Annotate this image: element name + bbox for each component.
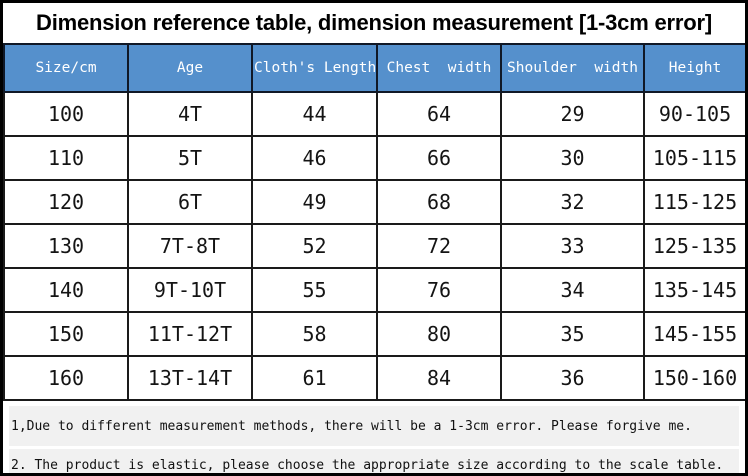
table-cell: 44 [251,91,378,137]
table-cell: 55 [251,267,378,313]
table-cell: 33 [500,223,645,269]
table-row: 110 5T 46 66 30 105-115 [3,135,745,181]
table-cell: 80 [376,311,502,357]
table-cell: 46 [251,135,378,181]
table-cell: 11T-12T [127,311,253,357]
table-cell: 68 [376,179,502,225]
table-cell: 76 [376,267,502,313]
table-cell: 52 [251,223,378,269]
table-cell: 110 [3,135,129,181]
table-row: 150 11T-12T 58 80 35 145-155 [3,311,745,357]
table-cell: 35 [500,311,645,357]
table-cell: 90-105 [643,91,745,137]
table-cell: 66 [376,135,502,181]
table-cell: 145-155 [643,311,745,357]
header-cell-cloth-length: Cloth's Length [251,43,378,93]
table-cell: 7T-8T [127,223,253,269]
table-cell: 115-125 [643,179,745,225]
table-cell: 72 [376,223,502,269]
table-cell: 130 [3,223,129,269]
table-cell: 61 [251,355,378,401]
title-bar: Dimension reference table, dimension mea… [3,3,745,43]
table-cell: 49 [251,179,378,225]
table-row: 100 4T 44 64 29 90-105 [3,91,745,137]
table-row: 130 7T-8T 52 72 33 125-135 [3,223,745,269]
table-row: 160 13T-14T 61 84 36 150-160 [3,355,745,401]
footer-notes: 1,Due to different measurement methods, … [3,401,745,473]
table-cell: 150 [3,311,129,357]
header-cell-height: Height [643,43,745,93]
table-cell: 30 [500,135,645,181]
table-row: 120 6T 49 68 32 115-125 [3,179,745,225]
table-cell: 135-145 [643,267,745,313]
page-title: Dimension reference table, dimension mea… [36,10,712,35]
table-cell: 160 [3,355,129,401]
header-cell-shoulder-width: Shoulder width [500,43,645,93]
header-cell-size: Size/cm [3,43,129,93]
table-cell: 5T [127,135,253,181]
size-table: Size/cm Age Cloth's Length Chest width S… [3,43,745,401]
table-cell: 32 [500,179,645,225]
header-cell-chest-width: Chest width [376,43,502,93]
table-row: 140 9T-10T 55 76 34 135-145 [3,267,745,313]
table-cell: 4T [127,91,253,137]
table-cell: 105-115 [643,135,745,181]
note-line-2: 2. The product is elastic, please choose… [9,449,739,473]
table-cell: 13T-14T [127,355,253,401]
table-cell: 64 [376,91,502,137]
table-cell: 120 [3,179,129,225]
table-cell: 140 [3,267,129,313]
note-line-1: 1,Due to different measurement methods, … [9,406,739,446]
table-cell: 58 [251,311,378,357]
table-cell: 6T [127,179,253,225]
table-cell: 29 [500,91,645,137]
table-cell: 84 [376,355,502,401]
table-cell: 34 [500,267,645,313]
table-cell: 9T-10T [127,267,253,313]
table-cell: 125-135 [643,223,745,269]
table-cell: 150-160 [643,355,745,401]
table-cell: 100 [3,91,129,137]
header-row: Size/cm Age Cloth's Length Chest width S… [3,43,745,93]
table-cell: 36 [500,355,645,401]
header-cell-age: Age [127,43,253,93]
